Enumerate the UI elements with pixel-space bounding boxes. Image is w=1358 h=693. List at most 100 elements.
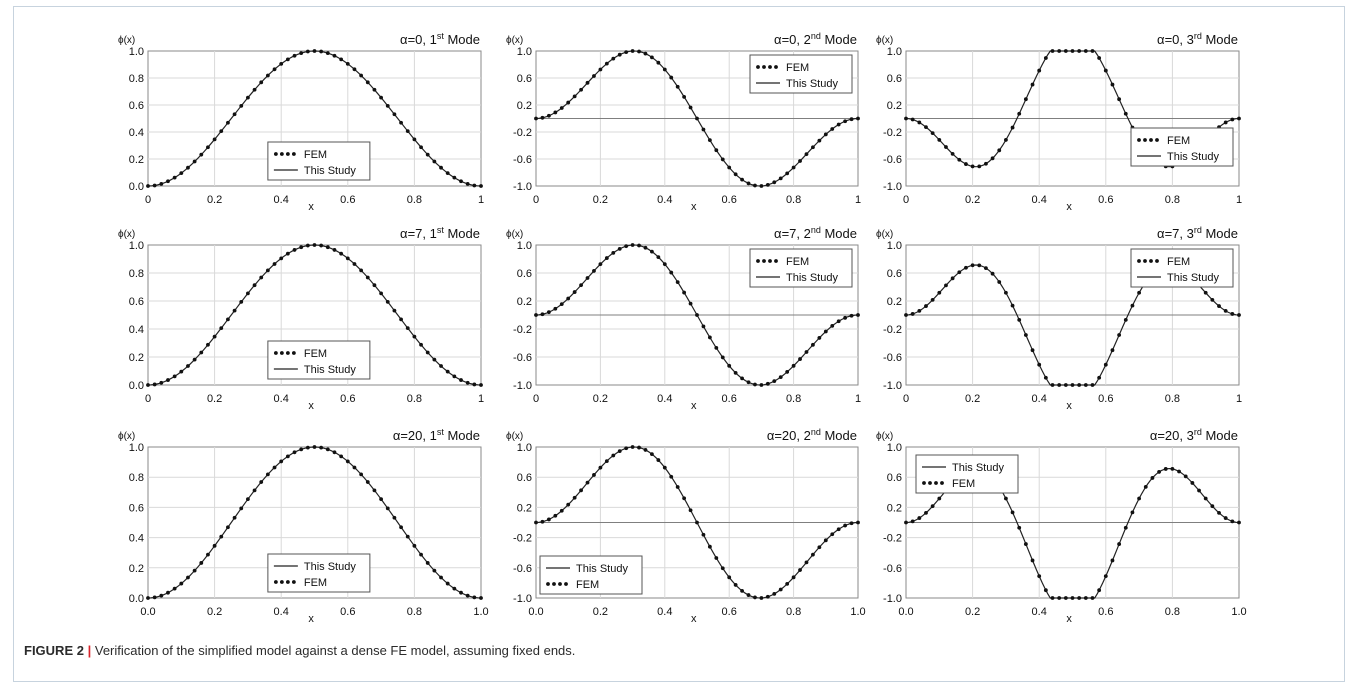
- fem-point: [1063, 49, 1068, 53]
- fem-point: [624, 446, 629, 451]
- fem-point: [823, 329, 828, 334]
- fem-point: [579, 283, 583, 288]
- fem-point: [1023, 333, 1028, 337]
- legend-label: This Study: [304, 561, 356, 573]
- fem-point: [630, 49, 635, 53]
- legend-fem-marker: [279, 580, 284, 584]
- legend-box: [749, 54, 853, 94]
- legend-box: [539, 555, 643, 595]
- x-tick-label: 0.2: [965, 606, 980, 618]
- fem-point: [1004, 290, 1008, 295]
- title-mode: Mode: [821, 428, 857, 443]
- fem-point: [1137, 496, 1141, 501]
- fem-point: [733, 172, 738, 177]
- legend-label: FEM: [304, 577, 327, 589]
- legend-fem-marker: [285, 351, 290, 355]
- fem-point: [439, 165, 443, 170]
- legend-box: [749, 248, 853, 288]
- fem-point: [1010, 510, 1015, 515]
- fem-point: [385, 506, 390, 511]
- fem-point: [1083, 383, 1088, 387]
- fem-point: [1097, 375, 1102, 380]
- fem-point: [917, 516, 922, 520]
- fem-point: [924, 125, 928, 130]
- legend-fem-marker: [273, 580, 278, 584]
- fem-point: [669, 270, 674, 275]
- chart-panel-5: 0 0.2 0.4 0.6 0.8 1 -1.0 -0.6 -0.2 0.2 0.6 1.0 x ϕ(x)…: [506, 225, 861, 412]
- fem-point: [279, 61, 284, 66]
- fem-point: [1043, 56, 1048, 60]
- fem-point: [753, 183, 757, 188]
- title-alpha: α=7, 1: [400, 226, 437, 241]
- x-axis-label: x: [1066, 201, 1072, 213]
- fem-point: [849, 117, 854, 122]
- y-tick-label: 0.2: [887, 100, 902, 112]
- x-tick-label: 1.0: [850, 606, 865, 618]
- fem-point: [472, 183, 477, 188]
- title-mode: Mode: [821, 32, 857, 47]
- y-tick-label: 0.6: [129, 100, 144, 112]
- y-tick-label: 0.6: [887, 268, 902, 280]
- fem-point: [811, 342, 815, 347]
- fem-point: [1157, 470, 1161, 474]
- fem-point: [984, 161, 988, 166]
- fem-point: [572, 495, 577, 500]
- legend-label: FEM: [304, 149, 327, 161]
- fem-point: [849, 313, 854, 318]
- title-superscript: nd: [811, 225, 821, 235]
- fem-point: [206, 145, 210, 150]
- title-alpha: α=0, 3: [1157, 32, 1194, 47]
- legend-label: This Study: [1167, 151, 1219, 163]
- fem-point: [425, 152, 430, 157]
- y-tick-label: 0.2: [887, 296, 902, 308]
- fem-point: [740, 177, 744, 182]
- chart-title: α=20, 3rd Mode: [1150, 427, 1238, 443]
- fem-point: [365, 275, 370, 280]
- fem-point: [817, 545, 822, 550]
- fem-point: [643, 51, 648, 56]
- fem-point: [272, 262, 277, 266]
- fem-point: [546, 310, 551, 315]
- x-tick-label: 0: [903, 194, 909, 206]
- fem-point: [836, 122, 841, 127]
- fem-point: [246, 95, 250, 100]
- x-axis-label: x: [308, 400, 314, 412]
- fem-point: [292, 248, 297, 252]
- fem-point: [1057, 49, 1062, 53]
- fem-point: [1123, 317, 1128, 322]
- fem-point: [345, 256, 350, 261]
- fem-point: [1117, 333, 1122, 337]
- fem-point: [432, 357, 437, 362]
- fem-point: [226, 120, 230, 125]
- fem-point: [339, 57, 344, 62]
- fem-point: [1110, 558, 1115, 563]
- fem-point: [930, 504, 935, 509]
- x-tick-label: 0.6: [1098, 606, 1113, 618]
- fem-point: [695, 116, 699, 121]
- fem-point: [1117, 97, 1122, 102]
- y-tick-label: 1.0: [517, 442, 532, 454]
- x-axis-label: x: [308, 613, 314, 625]
- legend-box: [1130, 248, 1234, 288]
- fem-point: [662, 67, 667, 72]
- x-tick-label: 0.2: [965, 393, 980, 405]
- legend-label: FEM: [1167, 256, 1190, 268]
- legend-label: This Study: [786, 78, 838, 90]
- x-axis-label: x: [1066, 400, 1072, 412]
- fem-point: [714, 345, 719, 350]
- title-alpha: α=7, 3: [1157, 226, 1194, 241]
- fem-point: [566, 100, 571, 105]
- fem-point: [656, 60, 661, 65]
- fem-point: [219, 326, 224, 331]
- fem-point: [452, 374, 457, 379]
- fem-point: [1083, 596, 1088, 600]
- fem-point: [957, 157, 962, 162]
- fem-point: [765, 381, 770, 386]
- legend-fem-marker: [1143, 138, 1147, 142]
- legend-fem-marker: [1149, 259, 1153, 263]
- fem-point: [1103, 574, 1108, 579]
- fem-point: [791, 363, 796, 368]
- title-alpha: α=0, 2: [774, 32, 811, 47]
- chart-title: α=7, 3rd Mode: [1157, 225, 1238, 241]
- fem-point: [1090, 596, 1095, 600]
